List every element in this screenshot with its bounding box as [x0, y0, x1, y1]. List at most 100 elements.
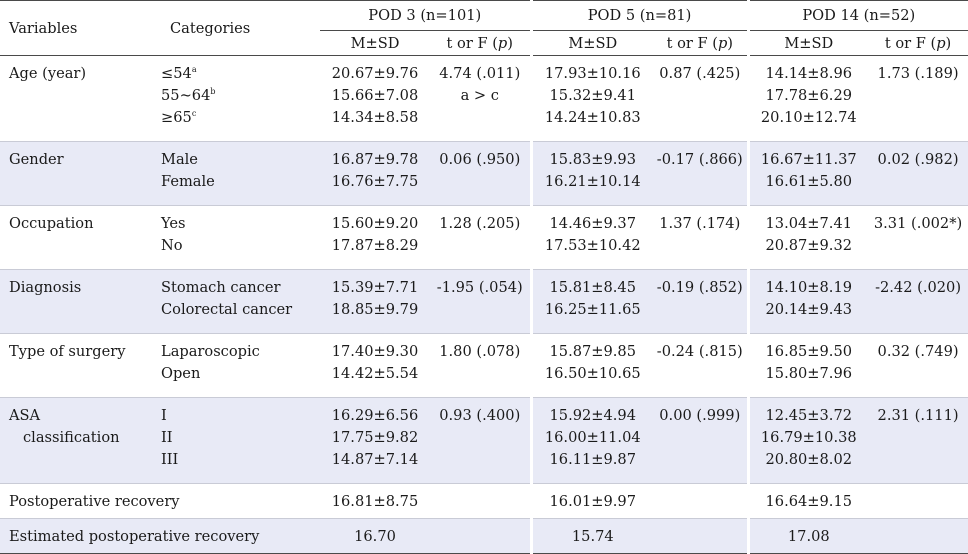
- pod14-msd-cell: 13.04±7.41 20.87±9.32: [746, 205, 869, 270]
- summary-value: 16.01±9.97: [549, 493, 637, 510]
- msd-value: 20.87±9.32: [765, 237, 853, 254]
- msd-value: 20.14±9.43: [765, 301, 853, 318]
- pod3-stat-cell: -1.95 (.054): [430, 269, 532, 334]
- pod3-msd-cell: 20.67±9.76 15.66±7.08 14.34±8.58: [320, 55, 430, 142]
- stat-value: 0.00 (.999): [659, 407, 741, 424]
- variable-label: classification: [23, 429, 120, 446]
- header-row-sub: M±SD t or F (p) M±SD t or F (p) M±SD t o…: [0, 30, 968, 56]
- pod14-stat-cell: 1.73 (.189): [868, 55, 968, 142]
- stat-value: 1.80 (.078): [439, 343, 521, 360]
- pod14-summary-empty: [868, 518, 968, 554]
- stat-value: 4.74 (.011): [439, 65, 521, 82]
- pod3-msd-cell: 15.39±7.71 18.85±9.79: [320, 269, 430, 334]
- pod5-msd-cell: 15.92±4.94 16.00±11.04 16.11±9.87: [529, 397, 654, 484]
- msd-value: 16.61±5.80: [765, 173, 853, 190]
- pod3-stat-cell: 1.80 (.078): [430, 333, 532, 398]
- category-cell: I II III: [161, 397, 320, 484]
- header-variables: Variables: [0, 0, 161, 56]
- pod3-msd-cell: 15.60±9.20 17.87±8.29: [320, 205, 430, 270]
- category-cell: Laparoscopic Open: [161, 333, 320, 398]
- summary-label-text: Estimated postoperative recovery: [9, 528, 260, 545]
- stat-value: 0.93 (.400): [439, 407, 521, 424]
- pod5-stat-cell: -0.24 (.815): [653, 333, 749, 398]
- header-p-symbol: p: [717, 34, 728, 52]
- header-row-groups: Variables Categories POD 3 (n=101) POD 5…: [0, 0, 968, 56]
- pod14-stat-cell: 3.31 (.002*): [868, 205, 968, 270]
- msd-value: 16.76±7.75: [331, 173, 419, 190]
- msd-value: 16.25±11.65: [544, 301, 641, 318]
- header-t-or-f: t or F (p): [430, 30, 532, 56]
- category-label: Laparoscopic: [161, 341, 320, 363]
- pod3-stat-cell: 1.28 (.205): [430, 205, 532, 270]
- category-text: ≥65: [161, 109, 192, 126]
- msd-value: 15.39±7.71: [331, 279, 419, 296]
- category-superscript: b: [210, 87, 216, 97]
- table-row: Type of surgery Laparoscopic Open 17.40±9.3…: [0, 333, 968, 398]
- header-t-or-f-suffix: ): [727, 34, 733, 52]
- pod5-msd-cell: 15.87±9.85 16.50±10.65: [529, 333, 654, 398]
- pod3-summary-value: 16.81±8.75: [320, 483, 430, 519]
- category-superscript: a: [191, 65, 197, 75]
- stat-value: 2.31 (.111): [877, 407, 959, 424]
- pod5-msd-cell: 14.46±9.37 17.53±10.42: [529, 205, 654, 270]
- stat-value: 0.02 (.982): [877, 151, 959, 168]
- variable-cell: Type of surgery: [0, 333, 161, 398]
- stat-value: 1.37 (.174): [659, 215, 741, 232]
- summary-label-text: Postoperative recovery: [9, 493, 180, 510]
- category-label: II: [161, 427, 320, 449]
- stat-value: 0.32 (.749): [877, 343, 959, 360]
- stat-value: -0.17 (.866): [656, 151, 743, 168]
- pod14-msd-cell: 12.45±3.72 16.79±10.38 20.80±8.02: [746, 397, 869, 484]
- variable-label: Occupation: [9, 215, 94, 232]
- category-cell: Yes No: [161, 205, 320, 270]
- header-p-symbol: p: [497, 34, 508, 52]
- variable-label: ASA: [9, 407, 41, 424]
- msd-value: 16.29±6.56: [331, 407, 419, 424]
- msd-value: 17.53±10.42: [544, 237, 641, 254]
- stat-value: 0.06 (.950): [439, 151, 521, 168]
- summary-label: Postoperative recovery: [0, 483, 320, 519]
- header-t-or-f-suffix: ): [507, 34, 513, 52]
- pod14-stat-cell: 2.31 (.111): [868, 397, 968, 484]
- msd-value: 13.04±7.41: [765, 215, 853, 232]
- category-text: Female: [161, 173, 215, 190]
- msd-value: 16.67±11.37: [760, 151, 857, 168]
- pod5-msd-cell: 17.93±10.16 15.32±9.41 14.24±10.83: [529, 55, 654, 142]
- pod14-summary-value: 17.08: [746, 518, 869, 554]
- summary-label: Estimated postoperative recovery: [0, 518, 320, 554]
- category-label: Colorectal cancer: [161, 299, 320, 321]
- msd-value: 16.00±11.04: [544, 429, 641, 446]
- msd-value: 16.11±9.87: [549, 451, 637, 468]
- header-t-or-f: t or F (p): [653, 30, 749, 56]
- pod3-stat-cell: 0.93 (.400): [430, 397, 532, 484]
- stat-value: 1.73 (.189): [877, 65, 959, 82]
- stat-value: -2.42 (.020): [875, 279, 962, 296]
- msd-value: 17.40±9.30: [331, 343, 419, 360]
- category-superscript: c: [191, 109, 197, 119]
- category-label: Stomach cancer: [161, 277, 320, 299]
- category-text: Stomach cancer: [161, 279, 281, 296]
- header-msd: M±SD: [746, 30, 869, 56]
- category-text: 55~64: [161, 87, 211, 104]
- table-row: Occupation Yes No 15.60±9.20 17.87±8.29 1.28 …: [0, 205, 968, 270]
- msd-value: 20.67±9.76: [331, 65, 419, 82]
- summary-value: 16.70: [354, 528, 396, 545]
- pod5-stat-cell: 0.00 (.999): [653, 397, 749, 484]
- msd-value: 14.24±10.83: [544, 109, 641, 126]
- summary-value: 17.08: [787, 528, 830, 545]
- pod3-summary-empty: [430, 518, 532, 554]
- category-label: I: [161, 405, 320, 427]
- header-group-pod3: POD 3 (n=101): [320, 0, 532, 31]
- pod3-msd-cell: 16.29±6.56 17.75±9.82 14.87±7.14: [320, 397, 430, 484]
- pod5-stat-cell: -0.19 (.852): [653, 269, 749, 334]
- pod5-summary-empty: [653, 518, 749, 554]
- header-group-pod5: POD 5 (n=81): [529, 0, 749, 31]
- pod14-msd-cell: 16.85±9.50 15.80±7.96: [746, 333, 869, 398]
- msd-value: 17.87±8.29: [331, 237, 419, 254]
- msd-value: 16.85±9.50: [765, 343, 853, 360]
- header-p-symbol: p: [936, 34, 946, 52]
- category-text: Open: [161, 365, 201, 382]
- category-label: Yes: [161, 213, 320, 235]
- category-text: ≤54: [161, 65, 192, 82]
